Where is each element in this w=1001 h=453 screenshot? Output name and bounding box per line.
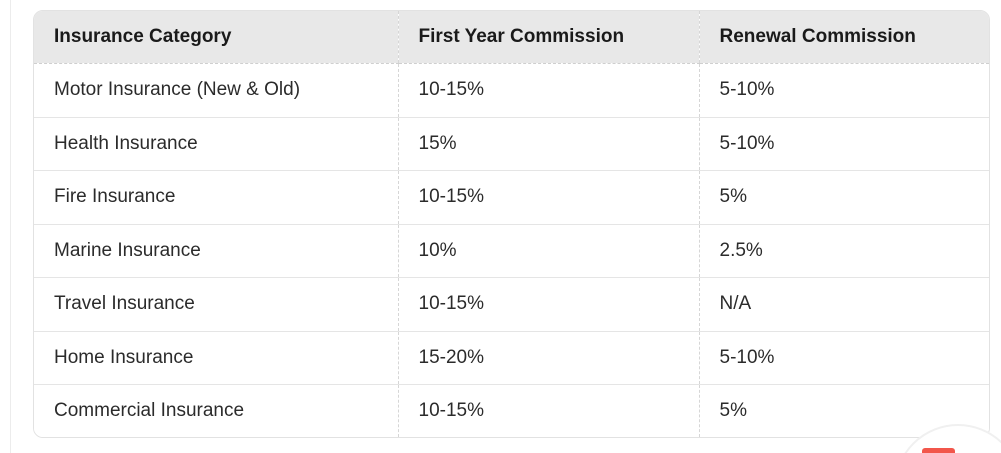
content-edge-divider xyxy=(10,0,11,453)
column-header-renewal-commission: Renewal Commission xyxy=(698,11,989,64)
table-row: Travel Insurance 10-15% N/A xyxy=(34,277,989,332)
table-cell: 10-15% xyxy=(397,63,699,118)
table-cell: Marine Insurance xyxy=(34,224,398,279)
table-cell: 15-20% xyxy=(397,331,699,386)
table-cell: 15% xyxy=(397,117,699,172)
table-cell: 5-10% xyxy=(698,331,989,386)
table-cell: Motor Insurance (New & Old) xyxy=(34,63,398,118)
chat-widget-logo-icon xyxy=(922,448,955,453)
commission-table: Insurance Category First Year Commission… xyxy=(34,11,989,437)
table-cell: 10-15% xyxy=(397,277,699,332)
table-row: Motor Insurance (New & Old) 10-15% 5-10% xyxy=(34,63,989,118)
commission-table-card: Insurance Category First Year Commission… xyxy=(33,10,990,438)
table-cell: Health Insurance xyxy=(34,117,398,172)
table-row: Marine Insurance 10% 2.5% xyxy=(34,224,989,279)
table-cell: Fire Insurance xyxy=(34,170,398,225)
table-cell: 5% xyxy=(698,170,989,225)
table-cell: 5-10% xyxy=(698,117,989,172)
table-cell: Commercial Insurance xyxy=(34,384,398,437)
table-row: Health Insurance 15% 5-10% xyxy=(34,117,989,172)
table-cell: 5-10% xyxy=(698,63,989,118)
column-header-insurance-category: Insurance Category xyxy=(34,11,398,64)
table-header-row: Insurance Category First Year Commission… xyxy=(34,11,989,64)
table-cell: 10-15% xyxy=(397,170,699,225)
table-cell: Travel Insurance xyxy=(34,277,398,332)
table-body: Motor Insurance (New & Old) 10-15% 5-10% He… xyxy=(34,63,989,437)
table-cell: 10-15% xyxy=(397,384,699,437)
table-cell: N/A xyxy=(698,277,989,332)
table-cell: 2.5% xyxy=(698,224,989,279)
table-cell: 10% xyxy=(397,224,699,279)
table-row: Commercial Insurance 10-15% 5% xyxy=(34,384,989,437)
table-row: Fire Insurance 10-15% 5% xyxy=(34,170,989,225)
table-row: Home Insurance 15-20% 5-10% xyxy=(34,331,989,386)
column-header-first-year-commission: First Year Commission xyxy=(397,11,699,64)
table-cell: Home Insurance xyxy=(34,331,398,386)
